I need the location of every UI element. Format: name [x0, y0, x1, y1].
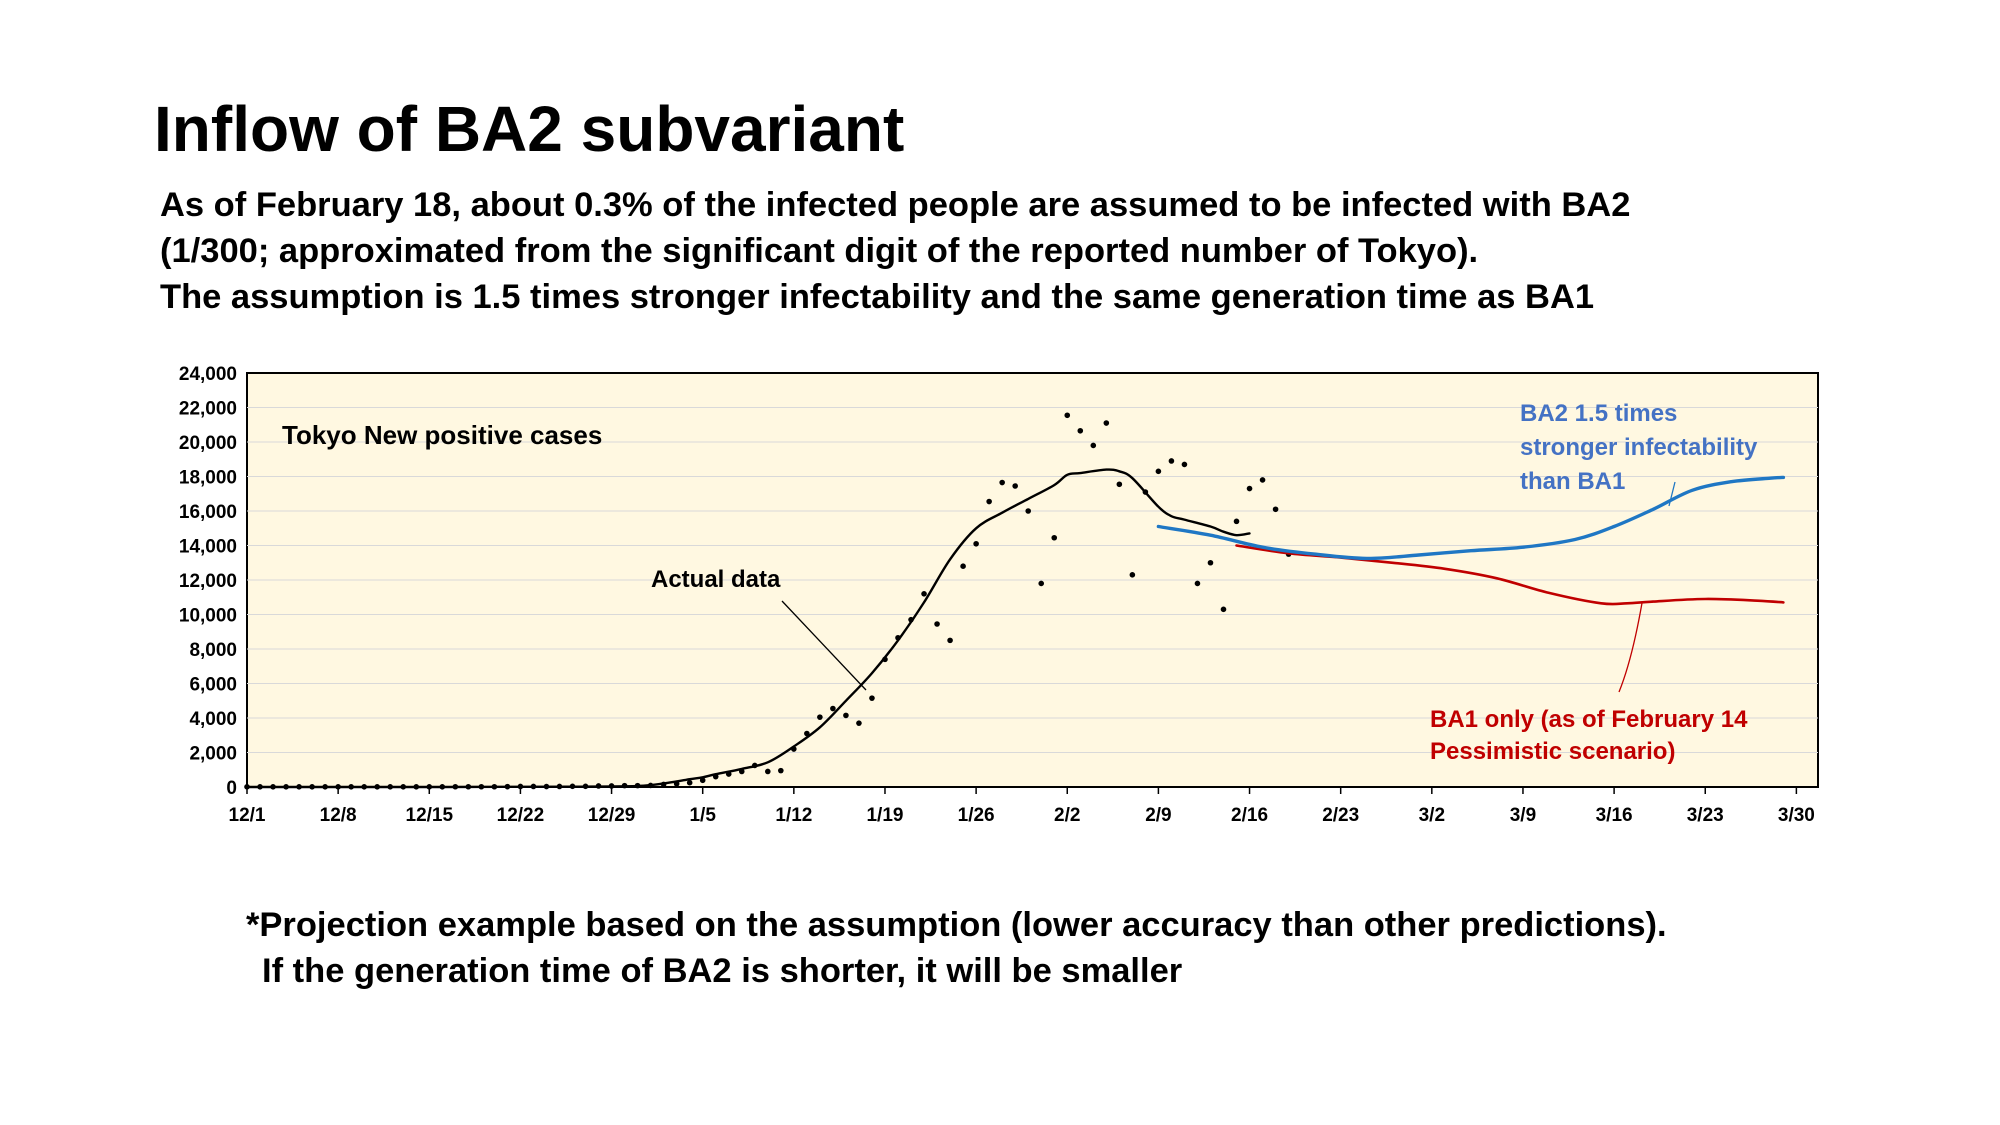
slide-subtitle: As of February 18, about 0.3% of the inf… — [160, 182, 1630, 320]
ba1-leader — [1618, 602, 1643, 693]
data-point — [921, 591, 927, 597]
x-tick-label: 12/8 — [320, 805, 357, 826]
actual-data-leader — [781, 600, 867, 691]
ba1-label-line: Pessimistic scenario) — [1430, 738, 1675, 765]
y-tick-label: 10,000 — [179, 606, 237, 627]
x-tick-label: 2/23 — [1322, 805, 1359, 826]
x-tick-label: 2/9 — [1145, 805, 1171, 826]
data-point — [699, 777, 706, 784]
x-tick-label: 1/26 — [958, 805, 995, 826]
footnote: *Projection example based on the assumpt… — [246, 902, 1667, 994]
footnote-line: If the generation time of BA2 is shorter… — [262, 952, 1183, 990]
x-tick-label: 12/1 — [229, 805, 266, 826]
y-tick-label: 4,000 — [189, 709, 237, 730]
data-point — [1038, 580, 1045, 587]
data-point — [1103, 420, 1110, 426]
x-tick-label: 3/2 — [1419, 805, 1445, 826]
data-point — [686, 779, 693, 786]
data-point — [1181, 461, 1188, 468]
y-tick-label: 8,000 — [189, 640, 237, 661]
data-point — [765, 768, 771, 775]
x-tick-label: 3/16 — [1596, 805, 1633, 826]
y-tick-label: 6,000 — [189, 675, 237, 696]
subtitle-line: (1/300; approximated from the significan… — [160, 232, 1479, 270]
ba2-leader — [1668, 481, 1676, 507]
y-tick-label: 14,000 — [179, 537, 237, 558]
x-tick-label: 1/5 — [689, 805, 716, 826]
data-point — [934, 621, 940, 627]
chart-title: Tokyo New positive cases — [282, 420, 602, 450]
actual-data-label: Actual data — [651, 566, 781, 593]
y-tick-label: 2,000 — [189, 744, 237, 765]
x-tick-label: 2/2 — [1054, 805, 1080, 826]
x-tick-label: 3/23 — [1687, 805, 1724, 826]
x-tick-label: 2/16 — [1231, 805, 1268, 826]
data-point — [999, 479, 1005, 486]
data-point — [1064, 412, 1071, 419]
data-point — [1220, 606, 1227, 613]
data-point — [1233, 518, 1240, 525]
x-tick-label: 12/29 — [588, 805, 636, 826]
ba1-label: BA1 only (as of February 14 Pessimistic … — [1430, 706, 1754, 765]
data-point — [1129, 572, 1136, 578]
x-tick-label: 3/30 — [1778, 805, 1815, 826]
data-point — [843, 712, 849, 719]
data-point — [986, 498, 992, 505]
x-tick-label: 12/15 — [406, 805, 454, 826]
y-tick-label: 12,000 — [179, 571, 237, 592]
series-lines — [245, 468, 1786, 789]
data-point — [973, 540, 979, 547]
y-tick-label: 16,000 — [179, 502, 237, 523]
data-point — [1077, 427, 1084, 434]
data-point — [778, 767, 784, 774]
ba1-label-line: BA1 only (as of February 14 — [1430, 706, 1748, 733]
data-point — [856, 720, 862, 726]
ba2-label-line: BA2 1.5 times — [1520, 400, 1677, 427]
x-tick-label: 3/9 — [1510, 805, 1536, 826]
data-point — [947, 637, 953, 644]
data-point — [1012, 483, 1018, 489]
x-tick-label: 1/12 — [775, 805, 812, 826]
data-point — [1207, 559, 1214, 566]
data-point — [817, 714, 823, 720]
subtitle-line: As of February 18, about 0.3% of the inf… — [160, 186, 1631, 224]
subtitle-line: The assumption is 1.5 times stronger inf… — [160, 278, 1595, 316]
x-tick-label: 12/22 — [497, 805, 545, 826]
data-point — [1090, 442, 1097, 449]
data-point — [1246, 485, 1253, 492]
data-point — [1116, 481, 1123, 488]
y-tick-label: 20,000 — [179, 433, 237, 454]
actual-data-line — [245, 468, 1251, 789]
data-point — [869, 695, 875, 701]
data-point — [1025, 508, 1031, 514]
ba2-label-line: stronger infectability — [1520, 434, 1758, 461]
data-point — [1194, 580, 1201, 587]
data-point — [1259, 477, 1266, 483]
data-point — [1272, 506, 1279, 513]
ba2-projection-line — [1156, 475, 1786, 561]
axis-ticks: 0 2,000 4,000 6,000 8,000 10,000 12,000 14,000 1… — [179, 364, 1815, 826]
y-tick-label: 18,000 — [179, 468, 237, 489]
data-point — [1168, 458, 1175, 464]
y-tick-label: 22,000 — [179, 399, 237, 420]
data-point — [1155, 468, 1162, 475]
x-tick-label: 1/19 — [866, 805, 903, 826]
data-point — [830, 705, 836, 712]
gridlines — [247, 407, 1818, 753]
slide-title: Inflow of BA2 subvariant — [154, 93, 905, 165]
ba2-label: BA2 1.5 times stronger infectability tha… — [1520, 400, 1764, 495]
data-point — [1051, 534, 1058, 541]
data-point — [804, 730, 810, 737]
footnote-line: *Projection example based on the assumpt… — [246, 906, 1667, 944]
ba2-label-line: than BA1 — [1520, 468, 1625, 495]
y-tick-label: 0 — [226, 778, 237, 799]
y-tick-label: 24,000 — [179, 364, 237, 385]
data-point — [960, 563, 966, 569]
